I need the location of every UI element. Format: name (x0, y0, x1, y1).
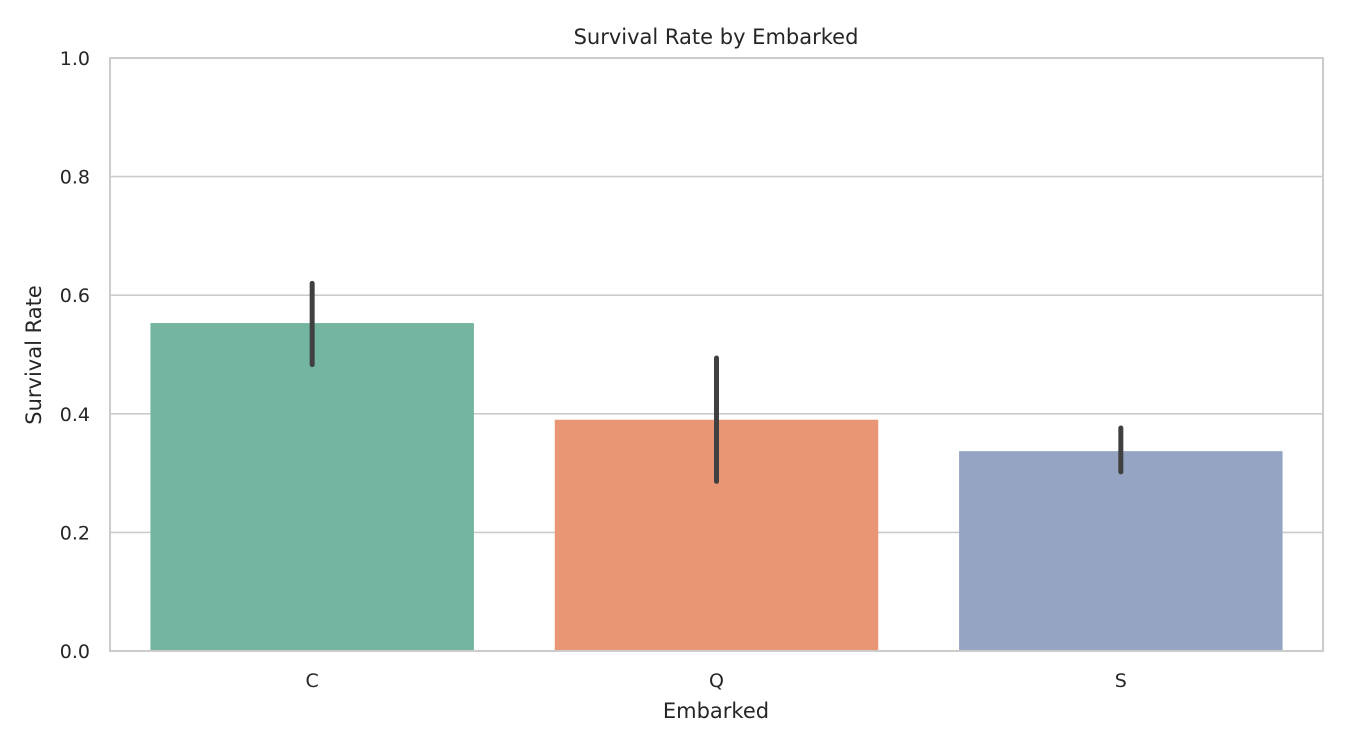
plot-frame (109, 57, 1324, 652)
y-tick-labels: 0.0 0.2 0.4 0.6 0.8 1.0 (60, 48, 90, 663)
x-tick-label: S (1115, 670, 1127, 692)
y-tick-label: 0.8 (60, 167, 90, 189)
x-tick-label: C (306, 670, 319, 692)
bar-s (959, 451, 1283, 651)
y-tick-label: 0.0 (60, 641, 90, 663)
x-tick-label: Q (709, 670, 724, 692)
y-tick-label: 0.6 (60, 285, 90, 307)
y-tick-label: 1.0 (60, 48, 90, 70)
bar-c (150, 323, 474, 651)
chart-title: Survival Rate by Embarked (574, 25, 859, 49)
error-bars (309, 280, 1124, 484)
x-axis-title: Embarked (663, 699, 769, 723)
y-tick-label: 0.4 (60, 404, 90, 426)
bars (150, 323, 1283, 651)
y-tick-label: 0.2 (60, 522, 90, 544)
y-axis-title: Survival Rate (22, 285, 46, 425)
